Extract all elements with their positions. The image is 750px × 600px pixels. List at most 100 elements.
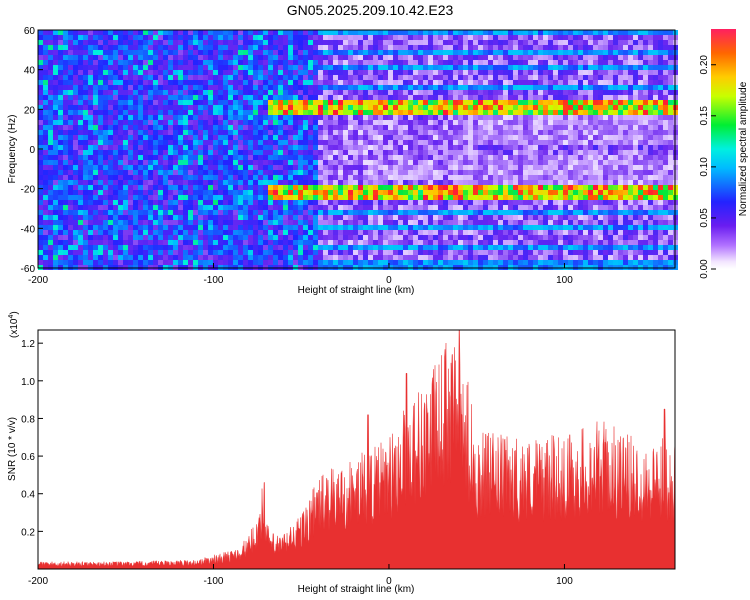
spectrogram-cell [503,115,508,120]
spectrogram-cell [443,70,448,75]
spectrogram-cell [418,65,423,70]
spectrogram-cell [348,255,353,260]
spectrogram-cell [538,95,543,100]
spectrogram-cell [353,60,358,65]
spectrogram-cell [268,150,273,155]
spectrogram-cell [68,80,73,85]
spectrogram-cell [433,250,438,255]
spectrogram-cell [83,80,88,85]
spectrogram-cell [318,205,323,210]
spectrogram-cell [468,135,473,140]
spectrogram-cell [133,215,138,220]
spectrogram-cell [68,215,73,220]
spectrogram-cell [453,235,458,240]
spectrogram-cell [233,230,238,235]
spectrogram-cell [498,185,503,190]
spectrogram-cell [243,180,248,185]
spectrogram-cell [273,210,278,215]
spectrogram-cell [358,145,363,150]
spectrogram-cell [123,155,128,160]
spectrogram-cell [343,90,348,95]
spectrogram-cell [113,160,118,165]
spectrogram-cell [458,100,463,105]
spectrogram-cell [113,210,118,215]
spectrogram-cell [543,35,548,40]
spectrogram-cell [318,175,323,180]
spectrogram-cell [43,40,48,45]
spectrogram-cell [433,70,438,75]
spectrogram-cell [318,230,323,235]
spectrogram-cell [298,45,303,50]
spectrogram-cell [478,95,483,100]
spectrogram-cell [308,165,313,170]
spectrogram-cell [348,105,353,110]
spectrogram-cell [363,210,368,215]
spectrogram-cell [83,95,88,100]
spectrogram-cell [418,200,423,205]
spectrogram-cell [343,170,348,175]
spectrogram-cell [513,80,518,85]
spectrogram-cell [88,215,93,220]
spectrogram-cell [478,215,483,220]
spectrogram-cell [68,255,73,260]
spectrogram-cell [63,145,68,150]
spectrogram-cell [378,195,383,200]
spectrogram-cell [173,250,178,255]
spectrogram-cell [278,30,283,35]
spectrogram-cell [548,180,553,185]
spectrogram-cell [318,155,323,160]
spectrogram-cell [513,195,518,200]
spectrogram-cell [263,260,268,265]
spectrogram-cell [373,140,378,145]
spectrogram-cell [283,255,288,260]
spectrogram-cell [258,215,263,220]
spectrogram-cell [343,155,348,160]
spectrogram-cell [148,30,153,35]
spectrogram-cell [218,250,223,255]
spectrogram-cell [68,35,73,40]
spectrogram-cell [478,205,483,210]
spectrogram-cell [523,260,528,265]
spectrogram-cell [393,40,398,45]
spectrogram-cell [493,120,498,125]
spectrogram-cell [88,105,93,110]
spectrogram-cell [103,250,108,255]
spectrogram-cell [123,55,128,60]
spectrogram-cell [428,35,433,40]
spectrogram-cell [413,150,418,155]
spectrogram-cell [488,190,493,195]
spectrogram-cell [228,100,233,105]
spectrogram-cell [298,65,303,70]
spectrogram-cell [378,95,383,100]
spectrogram-cell [353,140,358,145]
spectrogram-cell [43,160,48,165]
spectrogram-cell [78,70,83,75]
spectrogram-cell [213,175,218,180]
spectrogram-cell [98,210,103,215]
spectrogram-cell [363,220,368,225]
spectrogram-cell [388,220,393,225]
spectrogram-cell [363,175,368,180]
spectrogram-cell [333,260,338,265]
spectrogram-cell [538,40,543,45]
spectrogram-cell [208,210,213,215]
spectrogram-cell [538,165,543,170]
spectrogram-cell [203,110,208,115]
spectrogram-cell [288,220,293,225]
spectrogram-cell [328,135,333,140]
spectrogram-cell [448,235,453,240]
spectrogram-cell [73,150,78,155]
spectrogram-cell [468,40,473,45]
spectrogram-cell [78,115,83,120]
spectrogram-cell [168,70,173,75]
spectrogram-cell [268,175,273,180]
spectrogram-cell [543,120,548,125]
spectrogram-cell [498,150,503,155]
spectrogram-cell [173,230,178,235]
spectrogram-cell [498,195,503,200]
spectrogram-cell [148,45,153,50]
spectrogram-cell [343,85,348,90]
spectrogram-cell [458,80,463,85]
spectrogram-cell [243,210,248,215]
spectrogram-cell [223,170,228,175]
